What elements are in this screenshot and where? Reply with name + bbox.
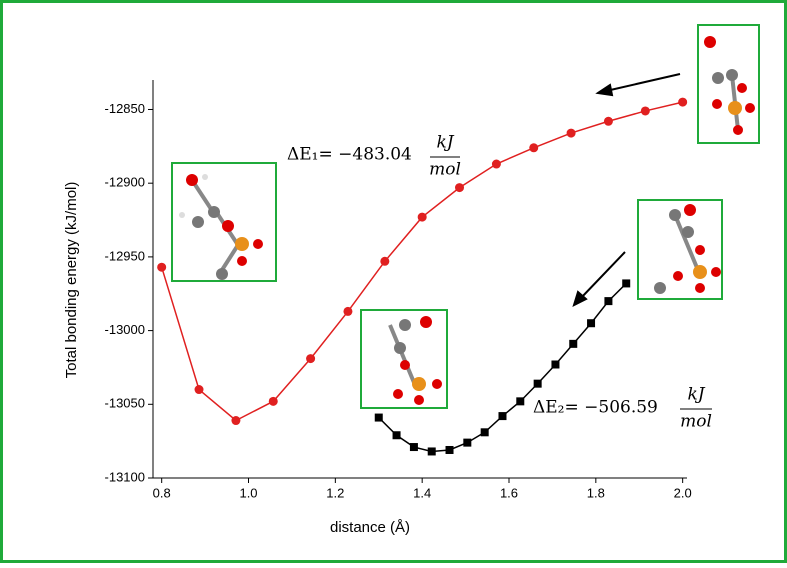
x-tick-label: 0.8: [153, 485, 171, 500]
marker: [481, 428, 489, 436]
marker: [463, 439, 471, 447]
marker: [529, 143, 538, 152]
x-tick-label: 1.0: [239, 485, 257, 500]
marker: [393, 431, 401, 439]
annotation-numerator: kJ: [436, 133, 454, 153]
marker: [269, 397, 278, 406]
marker: [498, 412, 506, 420]
y-tick-label: -13050: [105, 396, 145, 411]
marker: [569, 340, 577, 348]
marker: [534, 380, 542, 388]
marker: [410, 443, 418, 451]
x-tick-label: 1.2: [326, 485, 344, 500]
annotation: ΔE₂= −506.59: [533, 398, 658, 418]
marker: [375, 414, 383, 422]
marker: [455, 183, 464, 192]
marker: [567, 129, 576, 138]
marker: [551, 360, 559, 368]
y-tick-label: -12850: [105, 101, 145, 116]
marker: [446, 446, 454, 454]
x-tick-label: 1.8: [587, 485, 605, 500]
x-tick-label: 2.0: [674, 485, 692, 500]
annotation-denominator: mol: [429, 160, 461, 180]
marker: [587, 319, 595, 327]
marker: [492, 160, 501, 169]
x-tick-label: 1.6: [500, 485, 518, 500]
y-tick-label: -12950: [105, 248, 145, 263]
annotation-numerator: kJ: [687, 385, 705, 405]
chart: 0.8 1.0 1.2 1.4 1.6 1.8 2.0 -13100 -13050 -13000 -…: [0, 0, 787, 563]
marker: [380, 257, 389, 266]
marker: [604, 117, 613, 126]
annotation: ΔE₁= −483.04: [287, 145, 412, 165]
marker: [428, 447, 436, 455]
marker: [195, 385, 204, 394]
marker: [418, 213, 427, 222]
x-tick-label: 1.4: [413, 485, 431, 500]
marker: [343, 307, 352, 316]
marker: [678, 98, 687, 107]
marker: [231, 416, 240, 425]
y-axis-title: Total bonding energy (kJ/mol): [63, 182, 80, 379]
marker: [604, 297, 612, 305]
marker: [306, 354, 315, 363]
y-tick-label: -13100: [105, 469, 145, 484]
x-axis-title: distance (Å): [330, 519, 410, 536]
annotation-denominator: mol: [680, 412, 712, 432]
marker: [516, 397, 524, 405]
marker: [622, 279, 630, 287]
y-tick-label: -12900: [105, 175, 145, 190]
marker: [641, 106, 650, 115]
marker: [157, 263, 166, 272]
y-tick-label: -13000: [105, 322, 145, 337]
